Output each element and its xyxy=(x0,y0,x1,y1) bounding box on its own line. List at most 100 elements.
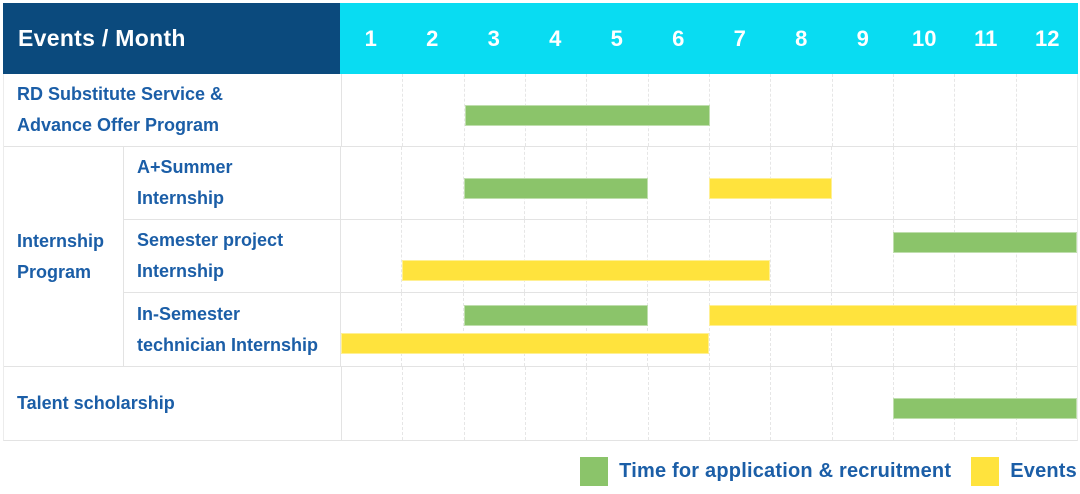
month-column xyxy=(1017,220,1077,292)
month-column xyxy=(587,367,649,440)
month-header-cell: 10 xyxy=(912,25,937,51)
month-grid-cell xyxy=(341,74,1077,146)
row-label: Talent scholarship xyxy=(4,367,341,440)
row-group-internship-program: Internship Program A+Summer Internship Semes… xyxy=(4,147,1077,367)
month-column xyxy=(771,74,833,146)
month-header-cell: 7 xyxy=(733,25,746,51)
month-column xyxy=(955,293,1017,366)
month-column xyxy=(402,220,464,292)
label-line: Internship xyxy=(17,230,105,251)
month-column xyxy=(648,293,710,366)
month-column xyxy=(710,293,771,366)
row-label: A+Summer Internship xyxy=(124,147,340,219)
schedule-row: RD Substitute Service & Advance Offer Pro… xyxy=(4,74,1077,147)
events-bar xyxy=(341,333,709,354)
month-column xyxy=(955,74,1017,146)
month-column xyxy=(894,220,956,292)
month-column xyxy=(832,147,894,219)
month-grid-cell xyxy=(340,147,1077,219)
events-bar xyxy=(402,260,771,281)
month-column xyxy=(341,147,403,219)
label-line: Semester project xyxy=(137,230,284,250)
row-label: RD Substitute Service & Advance Offer Pro… xyxy=(4,74,341,146)
month-column xyxy=(342,74,404,146)
application-recruitment-bar xyxy=(463,305,648,326)
month-header-cell: 4 xyxy=(549,25,562,51)
month-column xyxy=(710,220,771,292)
month-column xyxy=(955,220,1017,292)
month-column xyxy=(648,220,710,292)
month-header-cell: 12 xyxy=(1035,25,1060,51)
application-recruitment-bar xyxy=(463,178,648,199)
month-header-cell: 8 xyxy=(795,25,808,51)
month-gridlines xyxy=(341,220,1077,292)
month-column xyxy=(649,367,710,440)
month-column xyxy=(832,220,894,292)
month-column xyxy=(403,74,465,146)
month-column xyxy=(526,367,588,440)
label-line: Program xyxy=(17,261,92,282)
month-column xyxy=(1017,74,1077,146)
month-column xyxy=(341,220,403,292)
month-grid-cell xyxy=(340,293,1077,366)
label-line: A+Summer xyxy=(137,157,233,177)
label-line: RD Substitute Service & xyxy=(17,84,224,104)
legend-item-yellow: Events xyxy=(971,457,1077,486)
schedule-sub-row: Semester project Internship xyxy=(124,220,1077,293)
label-line: In-Semester xyxy=(137,303,241,324)
month-header-cell: 1 xyxy=(364,25,377,51)
legend: Time for application & recruitment Events xyxy=(580,457,1077,486)
month-column xyxy=(833,74,894,146)
events-bar xyxy=(709,178,832,199)
month-column xyxy=(771,220,833,292)
label-line: technician Internship xyxy=(137,334,319,355)
month-header-cell: 11 xyxy=(974,25,998,51)
schedule-table: Events / Month 1 2 3 4 5 6 7 8 9 10 11 12 RD Substi… xyxy=(3,3,1078,441)
month-header-band: 1 2 3 4 5 6 7 8 9 10 11 12 xyxy=(340,3,1078,74)
month-column xyxy=(525,220,587,292)
month-column xyxy=(464,220,526,292)
schedule-table-body: RD Substitute Service & Advance Offer Pro… xyxy=(3,74,1078,441)
month-column xyxy=(587,293,649,366)
month-column xyxy=(710,74,772,146)
month-column xyxy=(955,147,1017,219)
events-month-header: Events / Month xyxy=(3,3,340,74)
events-bar xyxy=(709,305,1077,326)
group-sub-rows: A+Summer Internship Semester project Intern… xyxy=(124,147,1077,366)
month-column xyxy=(771,147,833,219)
schedule-sub-row: A+Summer Internship xyxy=(124,147,1077,220)
month-column xyxy=(894,74,956,146)
month-column xyxy=(403,367,465,440)
table-header-row: Events / Month 1 2 3 4 5 6 7 8 9 10 11 12 xyxy=(3,3,1078,74)
month-grid-cell xyxy=(341,367,1077,440)
application-recruitment-bar xyxy=(893,398,1077,419)
row-label: In-Semester technician Internship xyxy=(124,293,340,366)
legend-label: Events xyxy=(1010,460,1077,482)
row-label: Semester project Internship xyxy=(124,220,340,292)
month-column xyxy=(894,147,956,219)
month-column xyxy=(341,293,403,366)
application-recruitment-bar xyxy=(464,105,710,126)
month-column xyxy=(465,367,526,440)
label-line: Talent scholarship xyxy=(17,393,175,413)
month-header-cell: 3 xyxy=(487,25,500,51)
legend-label: Time for application & recruitment xyxy=(619,460,952,482)
month-column xyxy=(710,367,772,440)
month-column xyxy=(833,367,894,440)
month-column xyxy=(342,367,404,440)
label-line: Internship xyxy=(137,188,225,208)
month-header-cell: 9 xyxy=(856,25,869,51)
label-line: Internship xyxy=(137,261,225,281)
month-column xyxy=(648,147,710,219)
month-column xyxy=(402,293,464,366)
month-column xyxy=(771,367,833,440)
month-column xyxy=(832,293,894,366)
month-column xyxy=(894,293,956,366)
schedule-sub-row: In-Semester technician Internship xyxy=(124,293,1077,366)
month-header-cell: 5 xyxy=(610,25,623,51)
month-column xyxy=(402,147,464,219)
label-line: Advance Offer Program xyxy=(17,115,220,135)
month-column xyxy=(1017,293,1077,366)
month-column xyxy=(587,220,649,292)
